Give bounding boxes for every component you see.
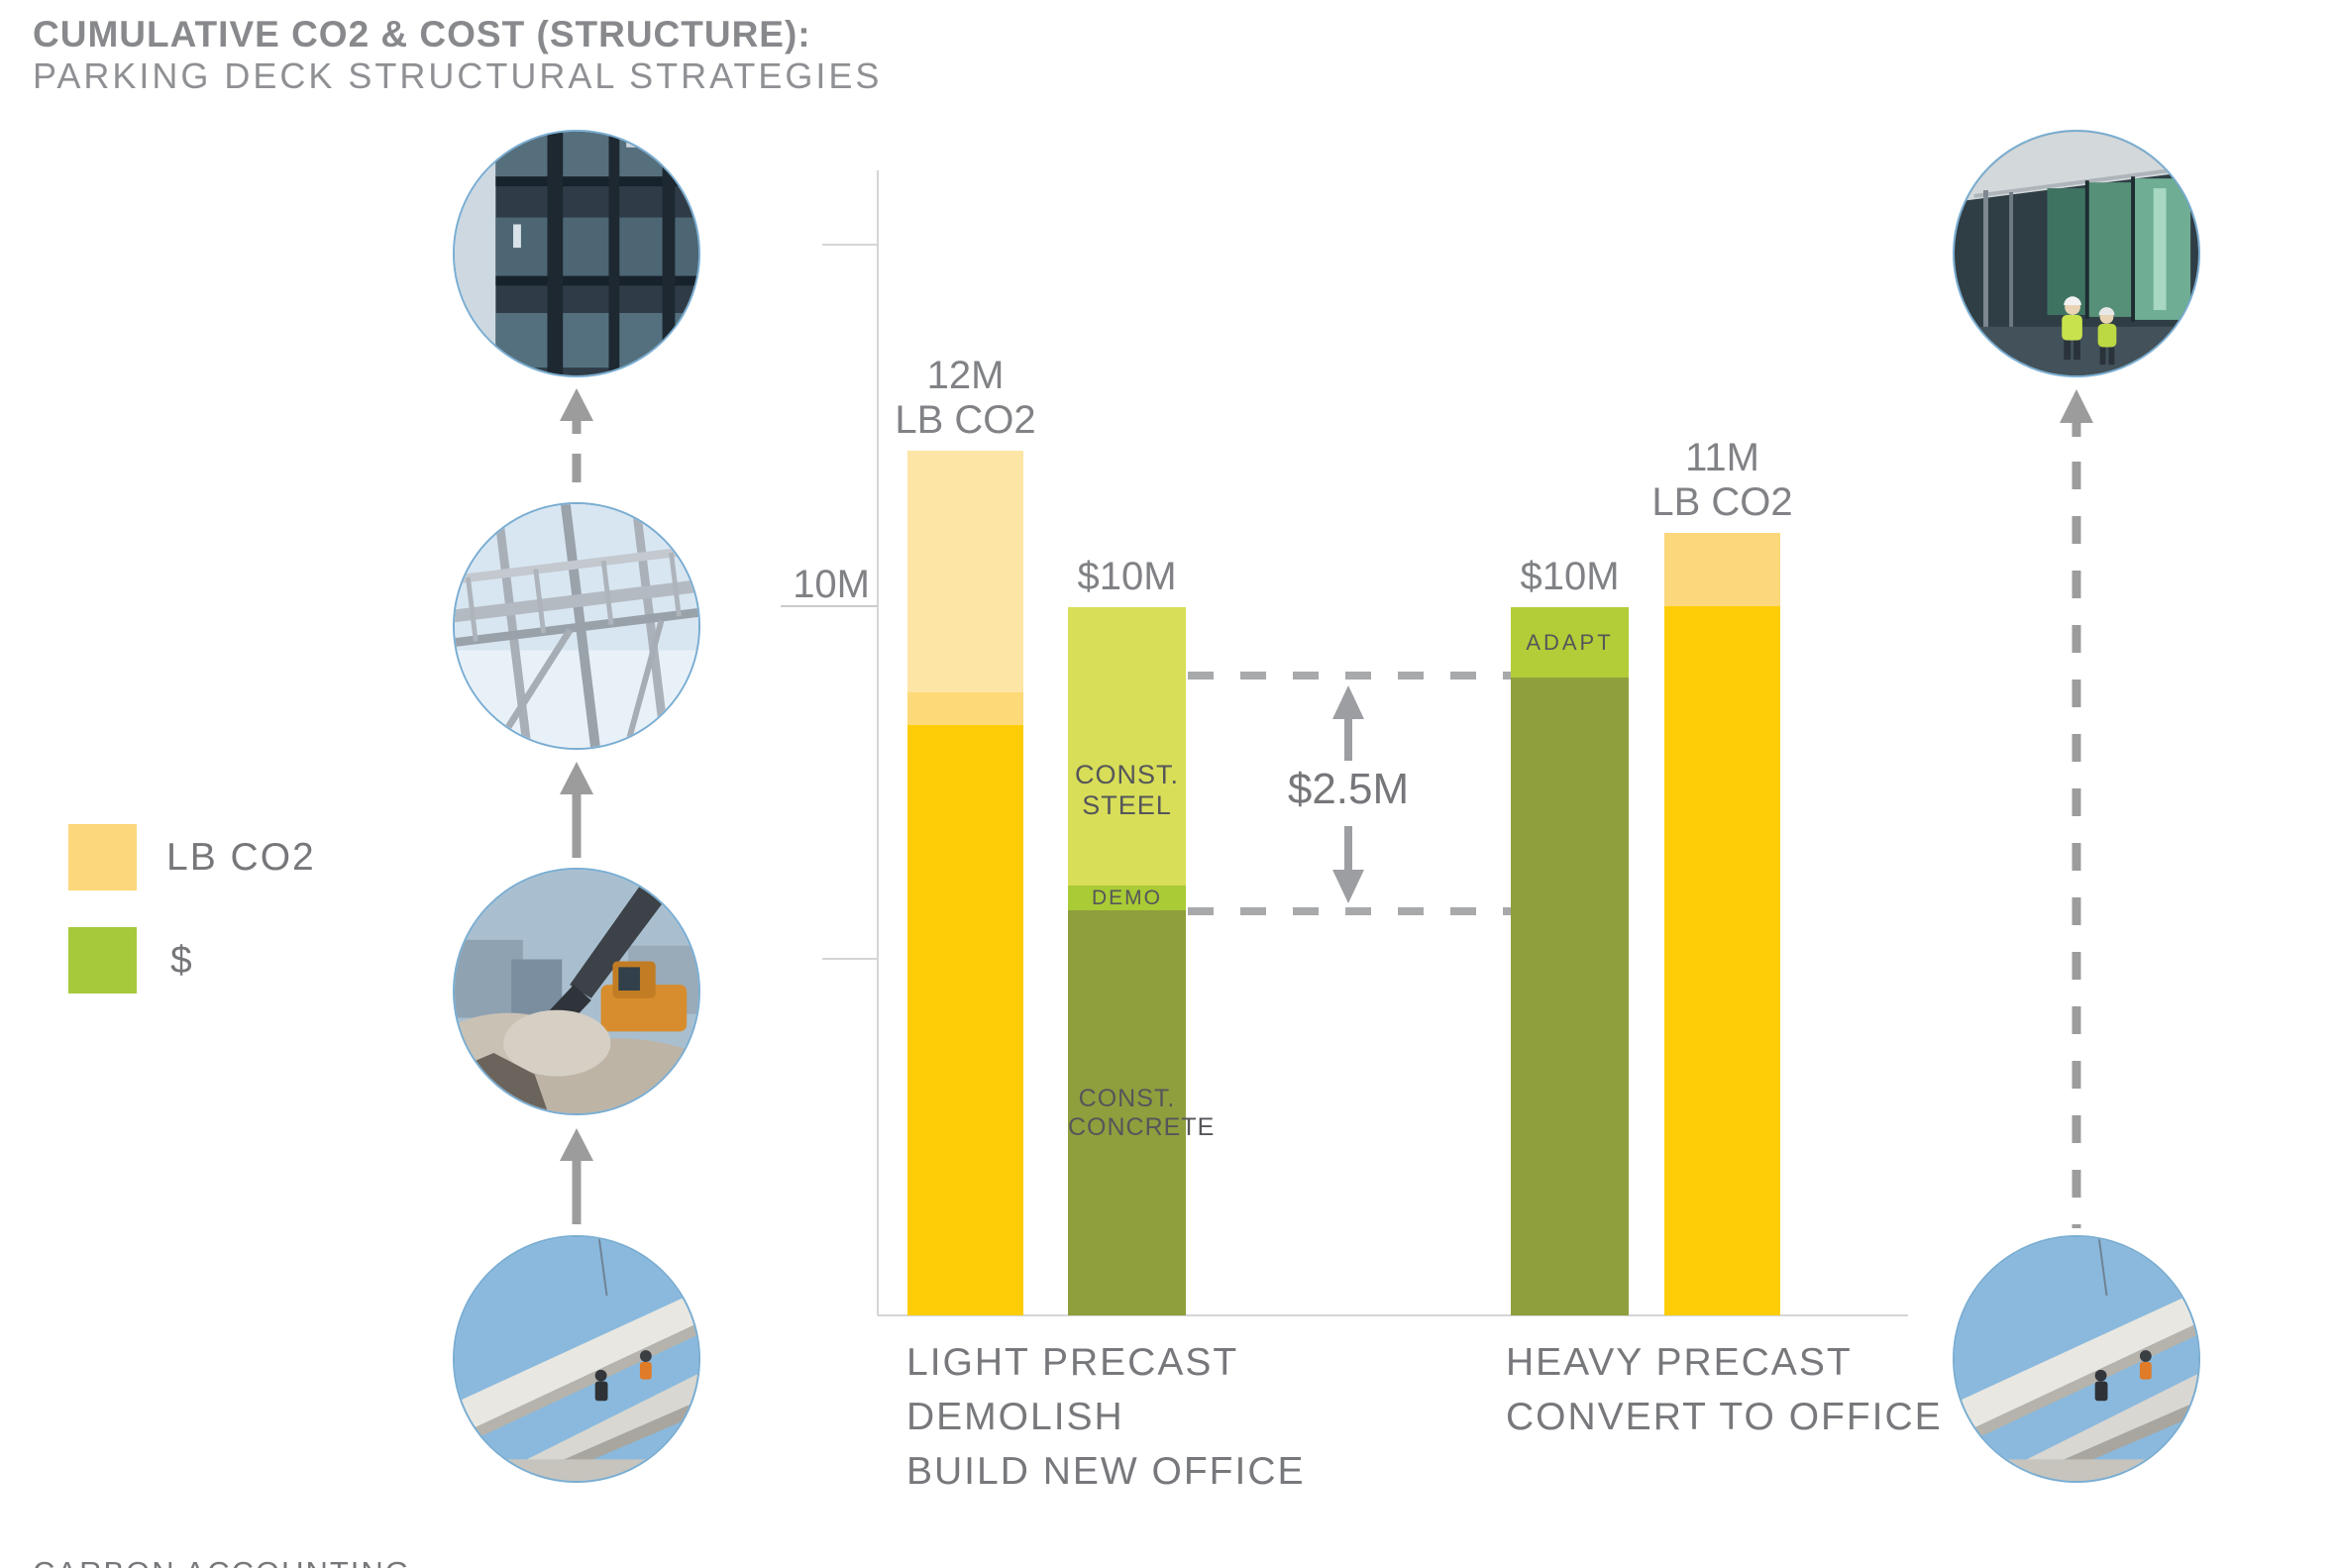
bar-segment [907,451,1023,693]
bar-segment-label: CONST. CONCRETE [1068,1084,1216,1141]
bar-segment [907,725,1023,1315]
demolition-illustration [455,870,698,1113]
bar-value-label: $10M [1077,554,1177,598]
bar-segment [1664,606,1780,1315]
bar-segment [1664,533,1780,606]
bar-co2-heavy-precast: 11M LB CO2 [1651,436,1793,1315]
photo-parking-deck [1953,1235,2200,1483]
category-label-heavy-precast: HEAVY PRECAST CONVERT TO OFFICE [1506,1341,1943,1438]
photo-parking-deck [453,1235,700,1483]
bar-value-label: $10M [1520,555,1620,599]
photo-demolition [453,868,700,1115]
category-label-light-precast: LIGHT PRECAST DEMOLISH BUILD NEW OFFICE [906,1341,1306,1493]
cost-difference-label: $2.5M [1287,765,1410,813]
bar-value-label: 11M LB CO2 [1651,436,1793,525]
bar-segment: CONST. CONCRETE [1068,910,1216,1315]
parking-deck-illustration [455,1237,698,1481]
bar-segment: CONST. STEEL [1068,606,1186,887]
bar-co2-light-precast: 12M LB CO2 [895,354,1036,1315]
photo-steel-framing [453,502,700,750]
flow-arrow-demolition-to-steel [560,762,593,858]
flow-arrow-parking-to-demolition [560,1128,593,1224]
bar-segment-label: ADAPT [1526,629,1614,655]
photo-office-conversion [1953,130,2200,377]
bar-segment: DEMO [1068,886,1186,911]
parking-deck-illustration [1955,1237,2198,1481]
flow-arrow-parking-to-conversion [2060,389,2093,1228]
bar-segment-label: DEMO [1092,887,1162,910]
legend-swatch-co2 [68,824,137,890]
office-facade-illustration [455,132,698,375]
page-subtitle: PARKING DECK STRUCTURAL STRATEGIES [33,55,883,96]
legend-swatch-cost [68,927,137,993]
legend-label-co2: LB CO2 [166,836,316,879]
bar-cost-light-precast: $10M CONST. CONCRETE DEMO CONST. STEEL [1068,555,1216,1315]
y-axis-tick-label: 10M [793,563,870,606]
bar-segment [907,692,1023,726]
legend-label-cost: $ [170,939,194,982]
office-conversion-illustration [1955,132,2198,375]
steel-framing-illustration [455,504,698,748]
footer-caption: CARBON ACCOUNTING [33,1555,411,1568]
bar-segment [1511,678,1629,1315]
photo-office-facade [453,130,700,377]
flow-arrow-steel-to-office [560,388,593,482]
page-title: CUMULATIVE CO2 & COST (STRUCTURE): [33,14,811,54]
bar-cost-heavy-precast: $10M ADAPT [1511,555,1629,1315]
bar-segment: ADAPT [1511,607,1629,679]
bar-segment-label: CONST. STEEL [1074,760,1179,821]
bar-value-label: 12M LB CO2 [895,354,1036,443]
